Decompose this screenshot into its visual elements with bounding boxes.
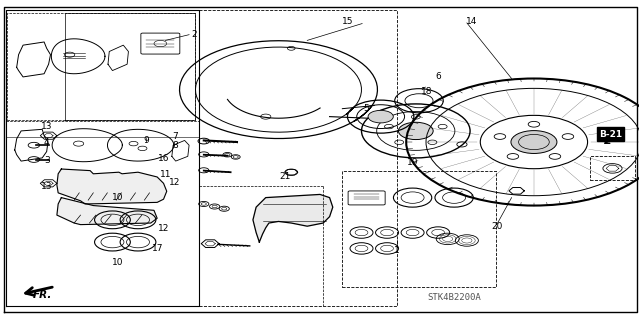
Circle shape: [412, 115, 420, 119]
Text: 5: 5: [363, 104, 369, 113]
Text: B-21: B-21: [599, 130, 622, 138]
Polygon shape: [57, 169, 167, 204]
Text: 2: 2: [191, 30, 197, 39]
Circle shape: [399, 122, 433, 139]
Text: 14: 14: [467, 17, 477, 26]
Circle shape: [428, 140, 437, 145]
Text: 10: 10: [113, 258, 124, 267]
Text: 15: 15: [342, 17, 353, 26]
Text: 19: 19: [407, 158, 419, 167]
Text: 7: 7: [172, 132, 178, 141]
Text: 12: 12: [169, 178, 180, 187]
Text: 16: 16: [159, 154, 170, 163]
Circle shape: [494, 134, 506, 139]
Circle shape: [511, 130, 557, 153]
Text: STK4B2200A: STK4B2200A: [428, 293, 481, 302]
Circle shape: [368, 110, 394, 123]
Polygon shape: [253, 195, 333, 242]
Text: 20: 20: [492, 222, 502, 231]
Text: 17: 17: [152, 244, 164, 253]
Text: 4: 4: [44, 138, 49, 147]
Text: 13: 13: [41, 122, 52, 131]
Circle shape: [385, 124, 394, 129]
Circle shape: [438, 124, 447, 129]
Text: 18: 18: [421, 87, 433, 96]
Text: 12: 12: [158, 224, 169, 233]
Circle shape: [528, 122, 540, 127]
Text: 9: 9: [143, 136, 149, 145]
Text: 1: 1: [394, 246, 399, 255]
Text: 3: 3: [44, 156, 49, 165]
Circle shape: [549, 153, 561, 159]
Text: 8: 8: [172, 141, 178, 150]
Text: FR.: FR.: [33, 290, 52, 300]
Circle shape: [562, 134, 573, 139]
Text: 6: 6: [435, 72, 441, 81]
Text: 13: 13: [41, 182, 52, 191]
Polygon shape: [57, 197, 157, 225]
Circle shape: [395, 140, 404, 145]
Text: 10: 10: [113, 193, 124, 202]
Text: 21: 21: [279, 173, 291, 182]
Text: 11: 11: [160, 170, 172, 179]
Circle shape: [507, 153, 518, 159]
